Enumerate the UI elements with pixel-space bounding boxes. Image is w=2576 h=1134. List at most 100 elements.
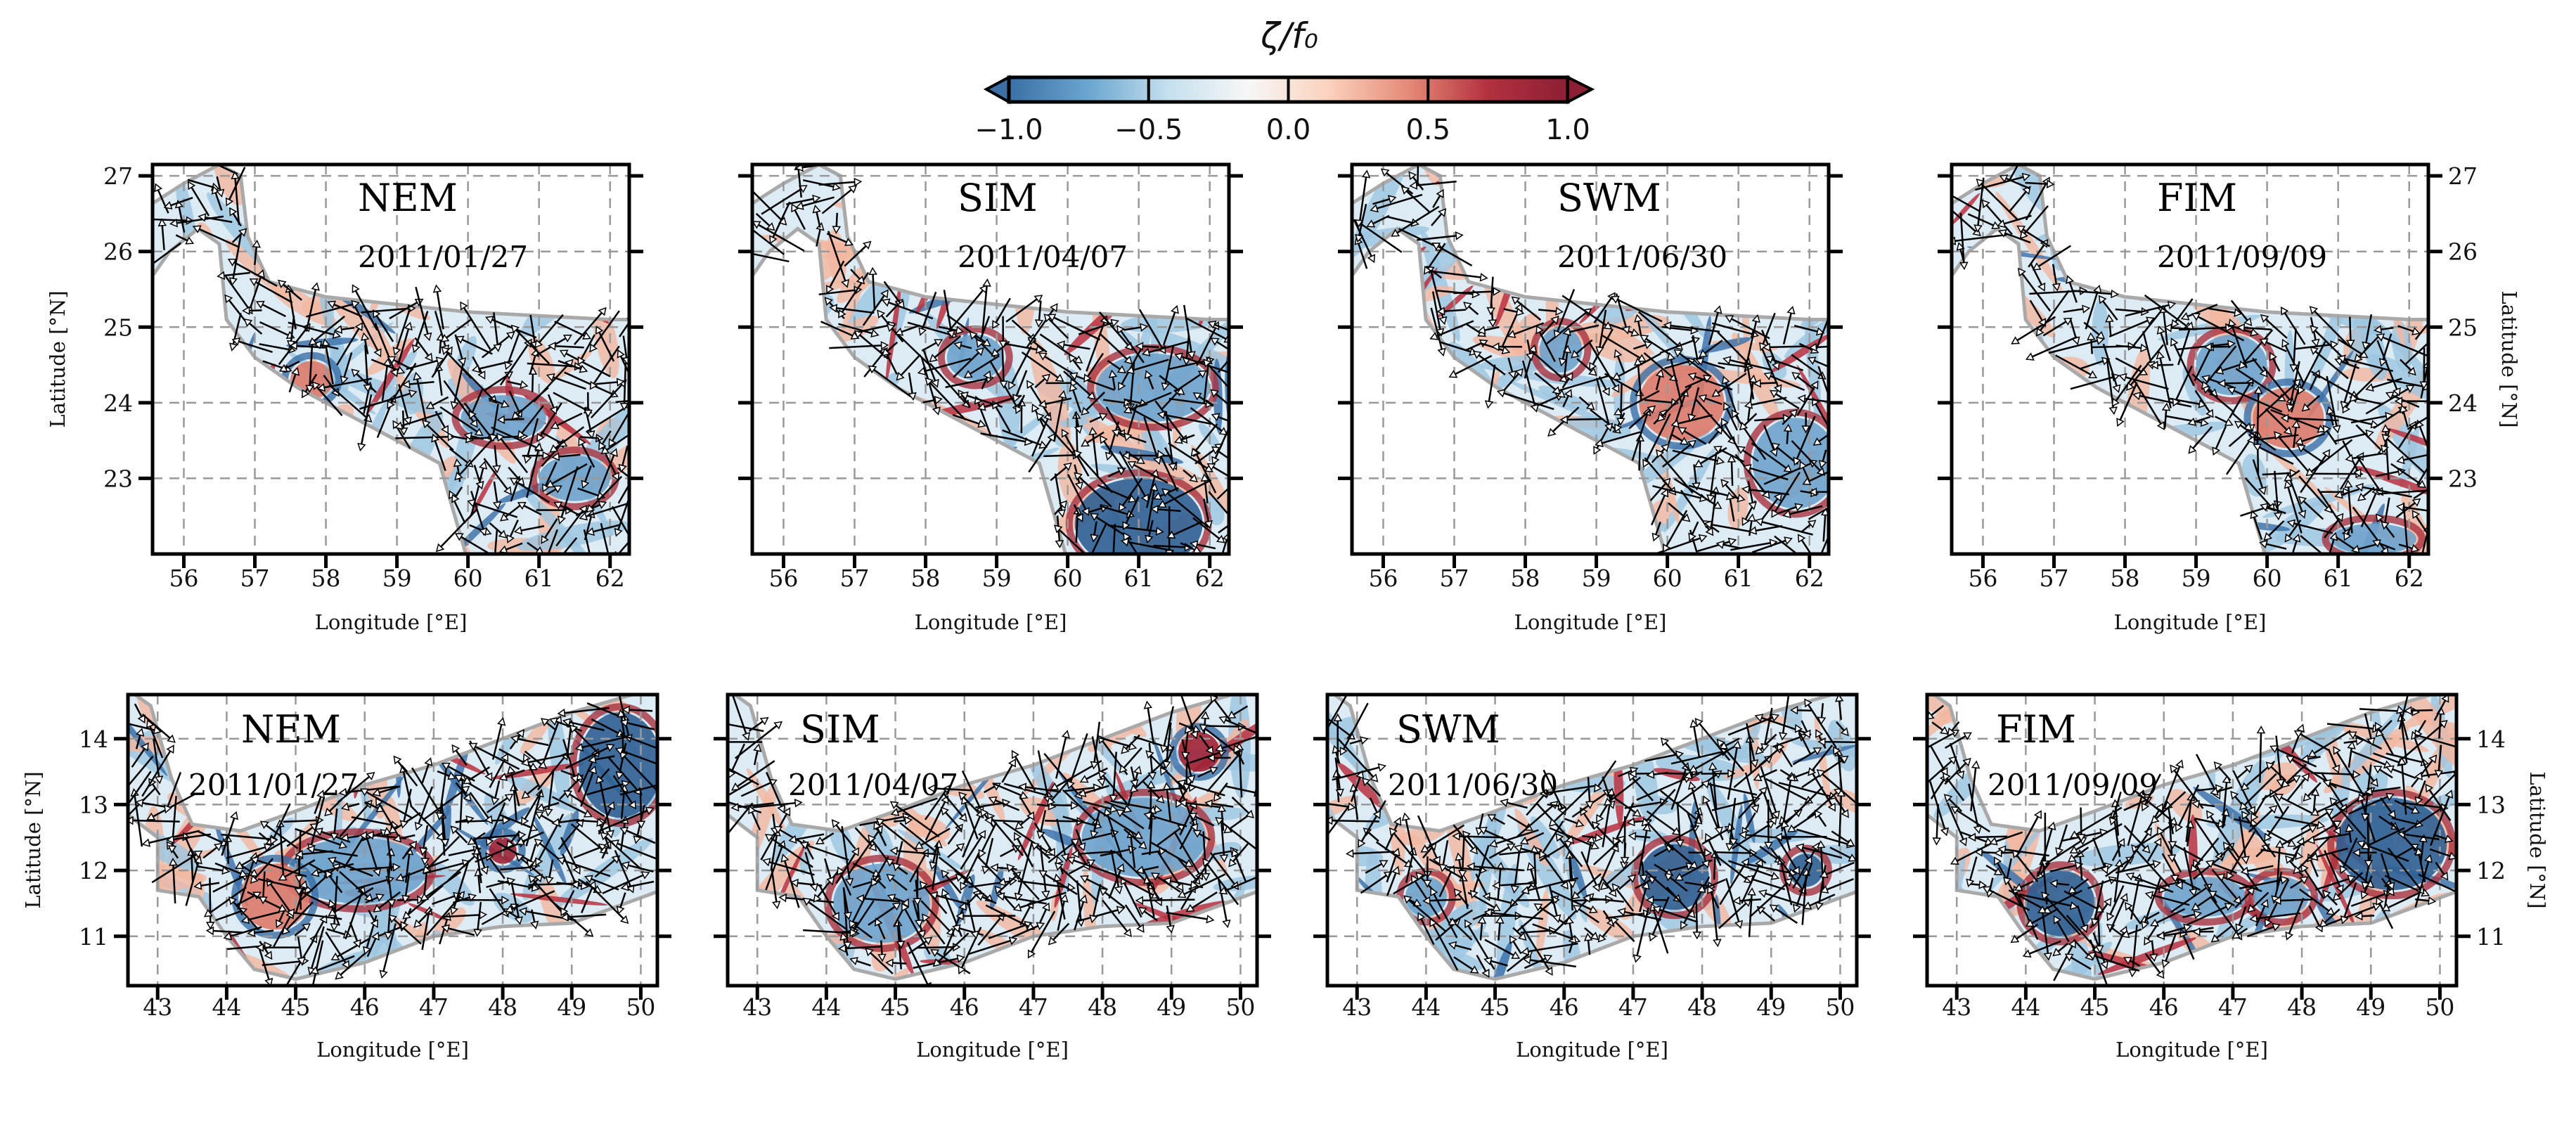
arrow-head-icon bbox=[549, 444, 559, 453]
velocity-arrow bbox=[1801, 875, 1808, 925]
arrow-head-icon bbox=[1507, 330, 1516, 338]
velocity-arrow bbox=[593, 345, 620, 385]
arrow-head-icon bbox=[849, 957, 858, 966]
velocity-arrow bbox=[1775, 393, 1800, 410]
velocity-arrow bbox=[2194, 415, 2211, 423]
arrow-head-icon bbox=[2354, 353, 2363, 363]
velocity-arrow bbox=[507, 380, 522, 386]
arrow-head-icon bbox=[357, 442, 366, 452]
velocity-arrow bbox=[1473, 844, 1490, 892]
arrow-head-icon bbox=[998, 877, 1007, 887]
velocity-arrow bbox=[2382, 333, 2393, 361]
velocity-arrow bbox=[1078, 322, 1113, 335]
arrow-head-icon bbox=[783, 807, 791, 817]
arrow-head-icon bbox=[886, 873, 896, 882]
velocity-arrow bbox=[475, 842, 520, 863]
arrow-head-icon bbox=[422, 420, 431, 429]
velocity-arrow bbox=[1105, 406, 1122, 432]
velocity-arrow bbox=[1203, 363, 1209, 404]
x-tick-label: 59 bbox=[1582, 565, 1611, 592]
arrow-head-icon bbox=[1637, 354, 1647, 362]
velocity-arrow bbox=[1234, 855, 1247, 882]
arrow-head-icon bbox=[559, 349, 569, 358]
arrow-head-icon bbox=[2108, 406, 2118, 415]
x-axis-label: Longitude [°E] bbox=[315, 610, 468, 634]
velocity-arrow bbox=[437, 770, 450, 777]
arrow-head-icon bbox=[1591, 821, 1601, 830]
velocity-arrow bbox=[1576, 358, 1592, 372]
arrow-head-icon bbox=[540, 718, 550, 727]
velocity-arrow bbox=[520, 524, 545, 531]
arrow-head-icon bbox=[1190, 823, 1199, 832]
arrow-head-icon bbox=[2071, 336, 2080, 345]
arrow-head-icon bbox=[622, 705, 630, 714]
arrow-head-icon bbox=[551, 818, 560, 827]
vorticity-filament bbox=[887, 179, 945, 275]
vorticity-front bbox=[830, 438, 864, 531]
arrow-head-icon bbox=[1206, 915, 1215, 924]
arrow-head-icon bbox=[982, 278, 991, 287]
panel-date-label: 2011/06/30 bbox=[1557, 240, 1727, 274]
velocity-arrow bbox=[886, 341, 899, 352]
velocity-arrow bbox=[573, 311, 603, 345]
velocity-arrow bbox=[314, 848, 358, 857]
arrow-head-icon bbox=[1751, 804, 1760, 813]
arrow-head-icon bbox=[1048, 936, 1057, 946]
arrow-head-icon bbox=[574, 742, 584, 752]
velocity-arrow bbox=[205, 216, 233, 224]
velocity-arrow bbox=[1694, 813, 1700, 829]
arrow-head-icon bbox=[975, 347, 984, 356]
velocity-arrow bbox=[808, 901, 848, 931]
velocity-arrow bbox=[527, 362, 575, 368]
vorticity-filament bbox=[1139, 220, 1153, 264]
arrow-head-icon bbox=[2376, 513, 2384, 523]
velocity-arrow bbox=[1552, 897, 1590, 934]
arrow-head-icon bbox=[984, 816, 993, 825]
velocity-arrow bbox=[1944, 762, 1967, 785]
vorticity-filament bbox=[520, 718, 550, 754]
velocity-arrow bbox=[1931, 704, 1945, 716]
arrow-head-icon bbox=[854, 177, 863, 187]
arrow-head-icon bbox=[829, 304, 838, 313]
axes-frame bbox=[1350, 162, 1831, 556]
velocity-arrow bbox=[547, 529, 558, 554]
velocity-arrow bbox=[1157, 827, 1181, 846]
velocity-arrow bbox=[894, 896, 906, 903]
velocity-arrow bbox=[818, 289, 855, 296]
velocity-arrow bbox=[551, 463, 588, 485]
velocity-arrow bbox=[1118, 432, 1147, 444]
velocity-arrow bbox=[128, 787, 156, 817]
arrow-head-icon bbox=[1496, 389, 1506, 398]
velocity-arrow bbox=[1100, 849, 1130, 857]
arrow-head-icon bbox=[889, 801, 899, 810]
arrow-head-icon bbox=[224, 294, 233, 304]
arrow-head-icon bbox=[1547, 427, 1557, 437]
velocity-arrow bbox=[1112, 376, 1116, 389]
arrow-head-icon bbox=[1677, 427, 1687, 435]
arrow-head-icon bbox=[1972, 227, 1981, 237]
arrow-head-icon bbox=[1060, 894, 1069, 903]
velocity-arrow bbox=[1699, 723, 1731, 761]
arrow-head-icon bbox=[977, 830, 986, 839]
velocity-arrow bbox=[1130, 766, 1135, 781]
arrow-head-icon bbox=[1100, 434, 1108, 444]
velocity-arrow bbox=[586, 880, 624, 920]
velocity-arrow bbox=[795, 833, 825, 841]
arrow-head-icon bbox=[1589, 361, 1597, 371]
arrow-head-icon bbox=[1713, 939, 1722, 948]
arrow-head-icon bbox=[1036, 922, 1045, 931]
arrow-head-icon bbox=[205, 922, 215, 930]
arrow-head-icon bbox=[580, 881, 589, 891]
arrow-head-icon bbox=[461, 785, 470, 794]
velocity-arrow bbox=[202, 846, 218, 859]
arrow-head-icon bbox=[1487, 814, 1497, 823]
velocity-arrow bbox=[354, 306, 379, 352]
velocity-arrow bbox=[356, 373, 378, 394]
velocity-arrow bbox=[598, 454, 615, 494]
vorticity-filament bbox=[1071, 938, 1187, 962]
x-tick-label: 47 bbox=[419, 993, 449, 1021]
arrow-head-icon bbox=[598, 441, 607, 451]
arrow-head-icon bbox=[1116, 325, 1125, 334]
arrow-head-icon bbox=[773, 721, 783, 730]
